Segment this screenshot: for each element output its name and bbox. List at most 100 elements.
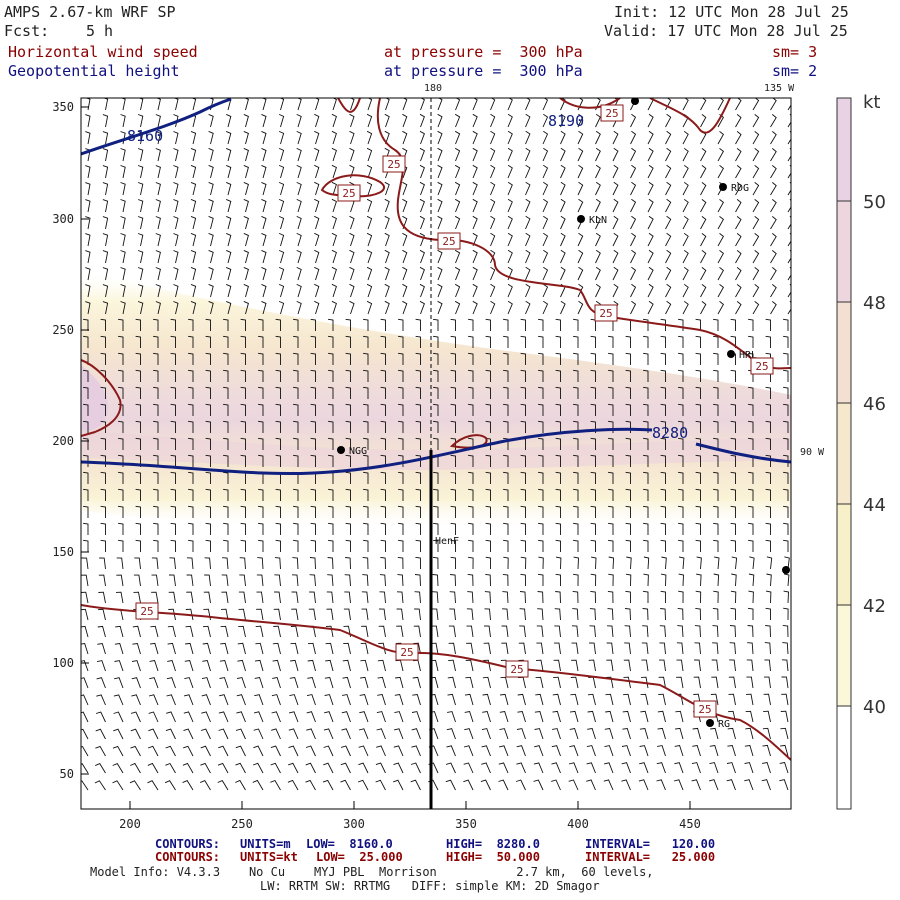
wind-barb [770, 98, 777, 111]
wind-barb [507, 147, 513, 162]
wind-barb [240, 386, 246, 399]
wind-barb [783, 403, 789, 416]
wind-barb [763, 693, 771, 706]
wind-barb [765, 454, 771, 467]
wind-barb [485, 505, 491, 518]
wind-barb [220, 642, 229, 655]
wind-barb [433, 471, 439, 484]
wind-barb [573, 403, 579, 416]
wind-barb [485, 369, 491, 382]
wind-barb [765, 505, 771, 518]
wind-barb [314, 113, 320, 128]
wind-barb [349, 249, 355, 264]
wind-barb [454, 147, 461, 162]
wind-barb [275, 437, 281, 450]
wind-barb [717, 250, 724, 264]
wind-barb [118, 335, 124, 348]
wind-barb [730, 369, 736, 382]
wind-barb [503, 420, 509, 433]
wind-barb [744, 745, 754, 757]
colorbar-band [837, 504, 851, 605]
wind-barb [366, 249, 373, 264]
wind-barb [608, 505, 614, 518]
wind-barb [419, 164, 425, 179]
wind-barb [573, 488, 579, 501]
station-dot-hrl [727, 350, 735, 358]
y-tick-label: 250 [52, 323, 74, 337]
wind-barb [120, 148, 126, 162]
x-tick-label: 450 [679, 817, 701, 831]
wind-barb [203, 608, 211, 621]
wind-barb [261, 300, 267, 315]
wind-barb [677, 625, 684, 638]
wind-barb [555, 454, 561, 467]
wind-barb [484, 591, 491, 604]
wind-barb [752, 182, 760, 196]
wind-barb [665, 266, 672, 281]
wind-barb [748, 318, 754, 331]
wind-barb [449, 608, 456, 621]
wind-barb [135, 488, 141, 501]
wind-barb [366, 147, 373, 162]
wind-barb [293, 437, 299, 450]
wind-barb [713, 590, 719, 604]
wind-barb [572, 590, 579, 604]
wind-barb [587, 727, 596, 740]
wind-barb [717, 216, 724, 230]
wind-barb [340, 745, 351, 757]
wind-barb [647, 266, 654, 281]
wind-barb [765, 590, 772, 604]
wind-barb [472, 249, 478, 264]
wind-barb [81, 591, 89, 604]
wind-barb [555, 488, 561, 501]
wind-barb [380, 352, 386, 365]
wind-barb [625, 590, 631, 604]
wind-barb [744, 762, 754, 774]
wind-barb [208, 147, 214, 162]
wind-barb [535, 659, 544, 672]
wind-barb [555, 505, 561, 518]
wind-barb [437, 130, 443, 145]
wind-barb [454, 130, 461, 145]
wind-barb [573, 437, 579, 450]
wind-barb [325, 625, 334, 638]
wind-barb [200, 728, 211, 740]
wind-barb [735, 165, 742, 179]
wind-barb [519, 608, 526, 621]
wind-barb [660, 437, 666, 450]
wind-barb [97, 625, 106, 638]
wind-barb [219, 677, 229, 689]
wind-barb [380, 403, 386, 416]
wind-barb [363, 403, 369, 416]
wind-barb [695, 352, 701, 365]
station-label: RG [718, 719, 730, 730]
wind-barb [490, 164, 496, 179]
wind-barb [112, 745, 124, 757]
wind-barb [568, 762, 579, 774]
wind-barb [201, 694, 211, 706]
wind-barb [135, 369, 141, 382]
wind-barb [501, 625, 509, 638]
wind-barb [148, 711, 159, 723]
wind-barb [190, 147, 197, 162]
wind-barb [727, 744, 736, 757]
wind-barb [630, 283, 637, 298]
wind-barb [466, 642, 474, 655]
wind-barb [243, 147, 249, 162]
wind-barb [349, 300, 355, 315]
wind-barb [309, 591, 316, 604]
wind-barb [293, 386, 299, 399]
wind-barb [433, 335, 439, 348]
wind-barb [450, 454, 456, 467]
wind-barb [770, 165, 777, 179]
wind-barb [379, 591, 386, 604]
wind-barb [314, 164, 320, 179]
wind-barb [713, 335, 719, 348]
wind-barb [787, 216, 791, 230]
wind-barb [135, 386, 141, 399]
wind-barb [660, 471, 666, 484]
wind-barb [331, 283, 337, 298]
wind-barb [735, 284, 742, 298]
wind-barb [137, 114, 144, 128]
wind-barb [155, 165, 161, 179]
